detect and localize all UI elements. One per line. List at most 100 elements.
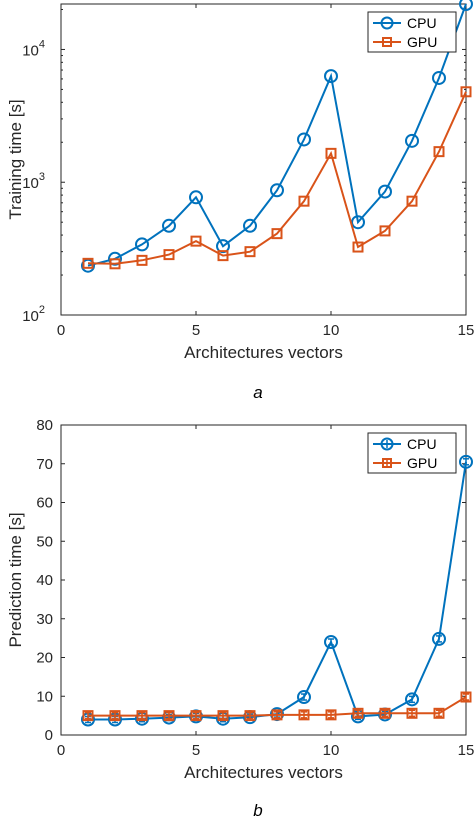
y-tick-label: 20 [36,650,53,667]
data-point-circle [405,692,419,707]
x-tick-label: 5 [192,742,200,759]
data-point-square [190,235,202,247]
data-point-square [82,710,94,722]
data-point-square [190,710,202,722]
x-axis-label: Architectures vectors [184,343,343,362]
legend-label: CPU [407,15,437,31]
legend-marker-square [382,37,392,47]
y-tick-label: 40 [36,572,53,589]
data-point-square [244,710,256,722]
data-point-square [298,709,310,721]
y-tick-exponent: 3 [39,171,45,183]
data-point-circle [405,133,419,148]
data-point-square [136,710,148,722]
y-tick-label: 80 [36,417,53,434]
data-point-circle [270,183,284,198]
y-tick-label: 50 [36,533,53,550]
data-point-circle [297,132,311,147]
x-tick-label: 0 [57,322,65,339]
data-point-square [136,254,148,266]
x-axis-label: Architectures vectors [184,763,343,782]
data-point-square [163,249,175,261]
y-axis-label: Prediction time [s] [6,512,25,647]
data-point-circle [216,239,230,254]
y-tick-label: 102 [22,304,45,325]
data-point-square [325,147,337,159]
data-point-square [217,710,229,722]
data-point-circle [189,190,203,205]
y-tick-base: 10 [22,308,39,325]
data-point-circle [108,251,122,266]
panel-caption: b [253,801,262,819]
data-point-circle [459,454,473,469]
data-point-square [433,146,445,158]
data-point-circle [324,69,338,84]
y-tick-exponent: 4 [39,38,45,50]
y-tick-label: 0 [45,727,53,744]
legend: CPU GPU [367,432,457,474]
data-point-circle [432,631,446,646]
series-cpu [81,0,473,273]
y-tick-label: 70 [36,456,53,473]
series-gpu [82,86,472,270]
data-point-square [460,86,472,98]
data-point-circle [459,0,473,11]
legend-label: GPU [407,34,437,50]
data-point-square [379,707,391,719]
data-point-square [244,246,256,258]
legend-marker-square [382,458,392,468]
data-point-square [109,258,121,270]
legend-label: CPU [407,436,437,452]
data-point-square [325,709,337,721]
y-tick-label: 60 [36,495,53,512]
series-line [87,3,467,267]
data-point-circle [432,70,446,85]
y-tick-label: 30 [36,611,53,628]
data-point-square [379,225,391,237]
x-tick-label: 15 [458,742,474,759]
x-tick-label: 5 [192,322,200,339]
y-axis-label: Training time [s] [6,99,25,219]
y-tick-base: 10 [22,175,39,192]
data-point-square [217,250,229,262]
data-point-square [433,707,445,719]
series-line [87,91,467,265]
data-point-circle [243,218,257,233]
data-point-square [82,257,94,269]
data-point-square [109,710,121,722]
y-tick-label: 104 [22,38,45,59]
legend: CPU GPU [367,11,457,53]
x-tick-label: 0 [57,742,65,759]
x-tick-label: 15 [458,322,474,339]
data-point-circle [378,184,392,199]
data-point-square [163,710,175,722]
chart-b: 0 5 10 15 0 10 20 30 40 50 60 70 80 Architectures vec… [6,417,474,819]
data-point-circle [297,690,311,705]
data-point-square [271,709,283,721]
data-point-square [406,195,418,207]
data-point-square [271,228,283,240]
data-point-circle [135,237,149,252]
data-point-square [352,241,364,253]
data-point-circle [162,218,176,233]
series-gpu [82,691,472,722]
data-point-square [460,691,472,703]
legend-marker-circle [380,16,394,30]
plot-area [60,424,467,736]
data-point-square [298,195,310,207]
x-tick-label: 10 [323,742,340,759]
y-tick-label: 103 [22,171,45,192]
plot-area [60,3,467,316]
legend-label: GPU [407,455,437,471]
y-tick-label: 10 [36,688,53,705]
data-point-circle [324,635,338,649]
panel-caption: a [253,383,262,402]
x-tick-label: 10 [323,322,340,339]
y-tick-exponent: 2 [39,304,45,316]
y-tick-base: 10 [22,42,39,59]
data-point-square [406,707,418,719]
legend-marker-circle [380,437,394,451]
data-point-square [352,707,364,719]
